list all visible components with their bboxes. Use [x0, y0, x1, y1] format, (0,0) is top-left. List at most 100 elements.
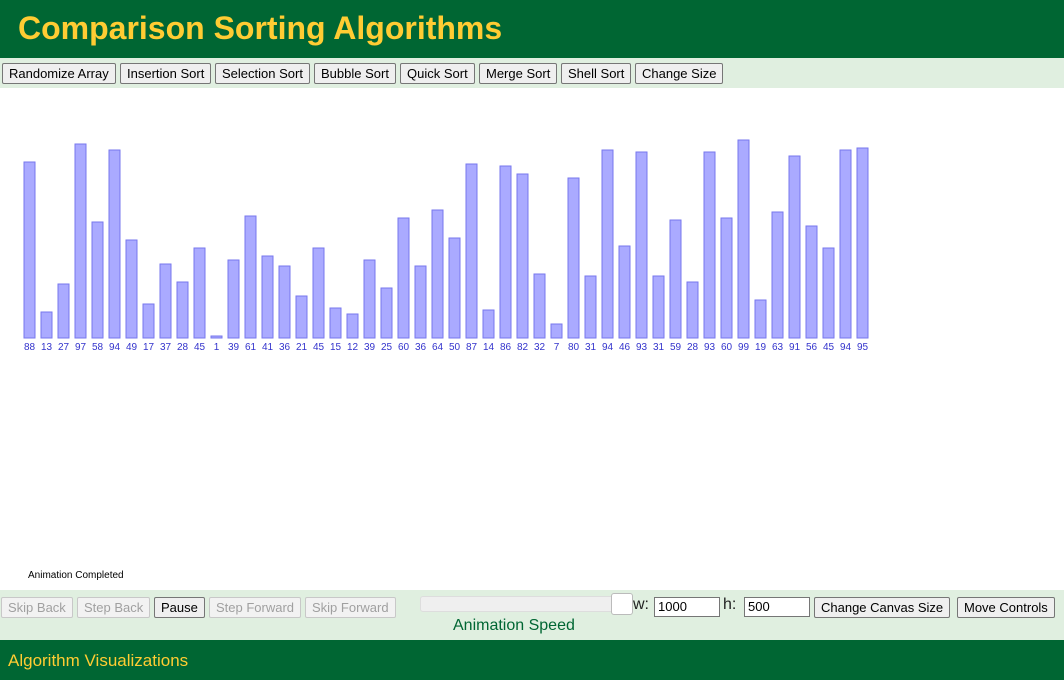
bar-label: 61 — [245, 342, 257, 353]
bar — [686, 281, 699, 339]
bar-label: 80 — [568, 342, 580, 353]
bar-label: 39 — [228, 342, 240, 353]
control-button: Step Forward — [209, 597, 302, 618]
bar-label: 21 — [296, 342, 308, 353]
width-input[interactable]: 1000 — [654, 597, 720, 617]
control-button: Skip Back — [1, 597, 73, 618]
bar-label: 50 — [449, 342, 461, 353]
bar-label: 64 — [432, 342, 444, 353]
bar — [482, 309, 495, 339]
bar-label: 45 — [313, 342, 325, 353]
bar — [210, 335, 223, 339]
bar — [40, 311, 53, 339]
bar — [839, 149, 852, 339]
footer-title: Algorithm Visualizations — [8, 651, 189, 670]
bar — [516, 173, 529, 339]
bar — [23, 161, 36, 339]
toolbar-button[interactable]: Bubble Sort — [314, 63, 396, 84]
bar-label: 31 — [653, 342, 665, 353]
bar-label: 91 — [789, 342, 801, 353]
bar — [227, 259, 240, 339]
header: Comparison Sorting Algorithms — [0, 0, 1064, 58]
bar-label: 56 — [806, 342, 818, 353]
bar-label: 86 — [500, 342, 512, 353]
bar-label: 12 — [347, 342, 359, 353]
control-button: Skip Forward — [305, 597, 396, 618]
control-button: Step Back — [77, 597, 151, 618]
control-button[interactable]: Pause — [154, 597, 205, 618]
bar-label: 28 — [687, 342, 699, 353]
width-label: w: — [633, 596, 649, 613]
bar — [57, 283, 70, 339]
bar — [771, 211, 784, 339]
bar — [754, 299, 767, 339]
bar-label: 95 — [857, 342, 869, 353]
bar — [261, 255, 274, 339]
bar-label: 45 — [194, 342, 206, 353]
bar — [176, 281, 189, 339]
toolbar-button[interactable]: Shell Sort — [561, 63, 632, 84]
toolbar-button[interactable]: Selection Sort — [215, 63, 310, 84]
bar — [363, 259, 376, 339]
toolbar-button[interactable]: Change Size — [635, 63, 724, 84]
bar-label: 41 — [262, 342, 274, 353]
bar — [822, 247, 835, 339]
bar-label: 87 — [466, 342, 478, 353]
bar-label: 93 — [704, 342, 716, 353]
toolbar-button[interactable]: Quick Sort — [400, 63, 475, 84]
bar-chart: 88 13 27 97 58 94 49 17 37 28 45 1 39 61 41 36 21 45 15 12 3… — [23, 139, 869, 353]
bar — [584, 275, 597, 339]
toolbar-button[interactable]: Randomize Array — [2, 63, 116, 84]
bar-label: 46 — [619, 342, 631, 353]
bar — [142, 303, 155, 339]
move-controls-button[interactable]: Move Controls — [957, 597, 1055, 618]
bar-label: 63 — [772, 342, 784, 353]
bar — [91, 221, 104, 339]
bar-label: 14 — [483, 342, 495, 353]
bar-label: 59 — [670, 342, 682, 353]
bar — [635, 151, 648, 339]
bar-label: 36 — [279, 342, 291, 353]
footer: Algorithm Visualizations — [0, 640, 1064, 680]
bar — [278, 265, 291, 339]
slider-thumb[interactable] — [611, 593, 633, 615]
bar — [533, 273, 546, 339]
bar-label: 37 — [160, 342, 172, 353]
bar-label: 19 — [755, 342, 767, 353]
speed-slider[interactable] — [420, 596, 622, 612]
bar-label: 36 — [415, 342, 427, 353]
bar — [856, 147, 869, 339]
bar — [346, 313, 359, 339]
bar — [414, 265, 427, 339]
bar-label: 82 — [517, 342, 529, 353]
bar-label: 97 — [75, 342, 87, 353]
bar-label: 32 — [534, 342, 546, 353]
bar — [618, 245, 631, 339]
bar — [312, 247, 325, 339]
bar — [448, 237, 461, 339]
bar-label: 60 — [721, 342, 733, 353]
bar — [550, 323, 563, 339]
toolbar-button[interactable]: Insertion Sort — [120, 63, 212, 84]
bar — [669, 219, 682, 339]
height-input[interactable]: 500 — [744, 597, 810, 617]
bar — [125, 239, 138, 339]
bar — [652, 275, 665, 339]
bar-label: 25 — [381, 342, 393, 353]
status: Animation Completed — [28, 570, 124, 581]
toolbar-button[interactable]: Merge Sort — [479, 63, 558, 84]
bar-label: 93 — [636, 342, 648, 353]
bar — [805, 225, 818, 339]
bar — [108, 149, 121, 339]
bar-label: 58 — [92, 342, 104, 353]
toolbar: Randomize Array Insertion Sort Selection S… — [0, 58, 1064, 88]
bar — [74, 143, 87, 339]
bar-label: 31 — [585, 342, 597, 353]
bar-label: 39 — [364, 342, 376, 353]
bar — [397, 217, 410, 339]
bar — [329, 307, 342, 339]
bar — [703, 151, 716, 339]
canvas-size-button[interactable]: Change Canvas Size — [814, 597, 951, 618]
bar — [567, 177, 580, 339]
